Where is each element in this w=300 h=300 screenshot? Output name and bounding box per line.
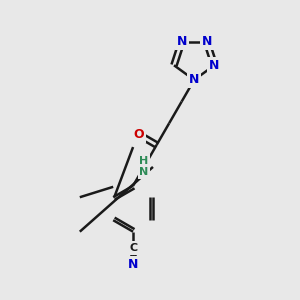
Text: N: N	[201, 35, 212, 48]
Text: C: C	[129, 243, 137, 253]
Text: N: N	[189, 74, 200, 86]
Text: O: O	[134, 128, 144, 141]
Text: N: N	[128, 258, 138, 271]
Text: N: N	[209, 59, 220, 72]
Text: H
N: H N	[140, 156, 149, 177]
Text: N: N	[176, 35, 187, 48]
